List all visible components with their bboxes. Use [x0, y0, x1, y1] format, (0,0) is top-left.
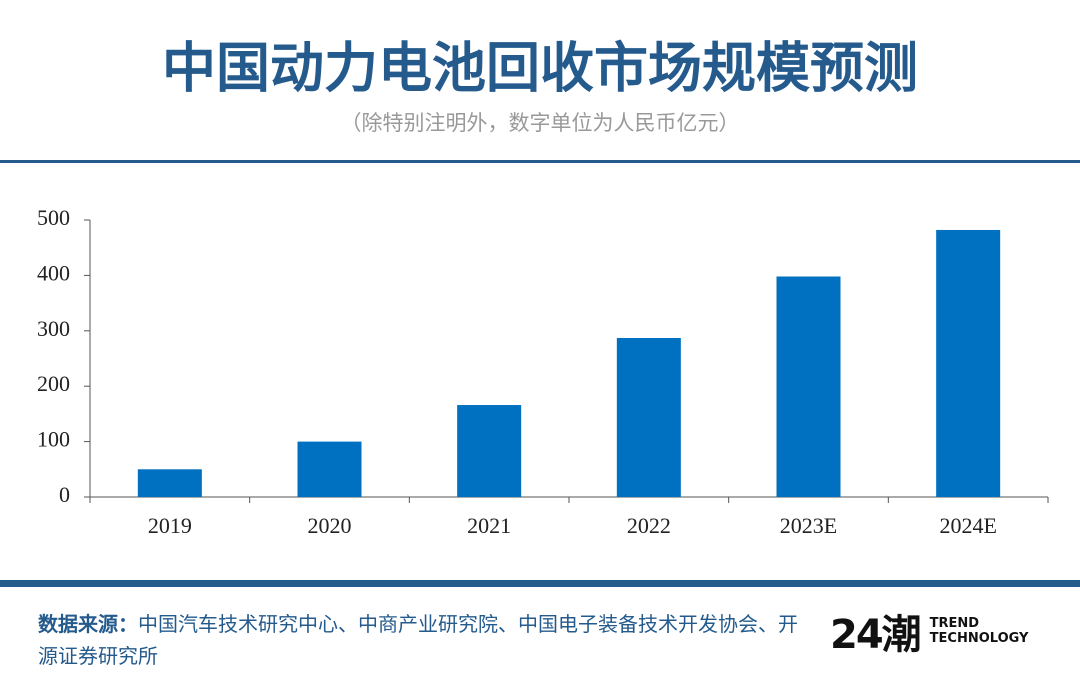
y-tick-label: 300: [37, 316, 70, 341]
chart-title: 中国动力电池回收市场规模预测: [162, 37, 918, 100]
logo-line: TECHNOLOGY: [929, 631, 1029, 646]
source-label: 数据来源：: [38, 612, 138, 636]
x-tick-label: 2019: [148, 513, 192, 538]
bar: [457, 405, 522, 497]
logo-mark: 24潮: [830, 612, 922, 658]
chart-subtitle: （除特别注明外，数字单位为人民币亿元）: [341, 111, 740, 135]
divider: [0, 160, 1080, 163]
bar: [936, 229, 1001, 498]
bar: [297, 441, 362, 497]
logo-text: TREND TECHNOLOGY: [930, 616, 1029, 646]
y-tick-label: 0: [59, 482, 70, 507]
bar: [137, 469, 202, 497]
x-tick-label: 2023E: [780, 513, 837, 538]
x-tick-label: 2024E: [939, 513, 996, 538]
bar: [616, 338, 681, 497]
y-tick-label: 400: [37, 260, 70, 285]
logo-line: TREND: [929, 616, 980, 631]
divider: [0, 580, 1080, 587]
bar: [776, 276, 841, 497]
source-text: 中国汽车技术研究中心、中商产业研究院、中国电子装备技术开发协会、开源证券研究所: [38, 612, 798, 668]
y-tick-label: 500: [37, 205, 70, 230]
x-tick-label: 2020: [308, 513, 352, 538]
x-tick-label: 2022: [627, 513, 671, 538]
source: 数据来源：中国汽车技术研究中心、中商产业研究院、中国电子装备技术开发协会、开源证…: [38, 608, 798, 672]
x-tick-label: 2021: [467, 513, 511, 538]
logo: 24潮 TREND TECHNOLOGY: [830, 602, 1028, 660]
y-tick-label: 100: [37, 427, 70, 452]
chart: 中国动力电池回收市场规模预测 （除特别注明外，数字单位为人民币亿元） 0 100 2…: [0, 37, 1080, 587]
y-tick-label: 200: [37, 371, 70, 396]
